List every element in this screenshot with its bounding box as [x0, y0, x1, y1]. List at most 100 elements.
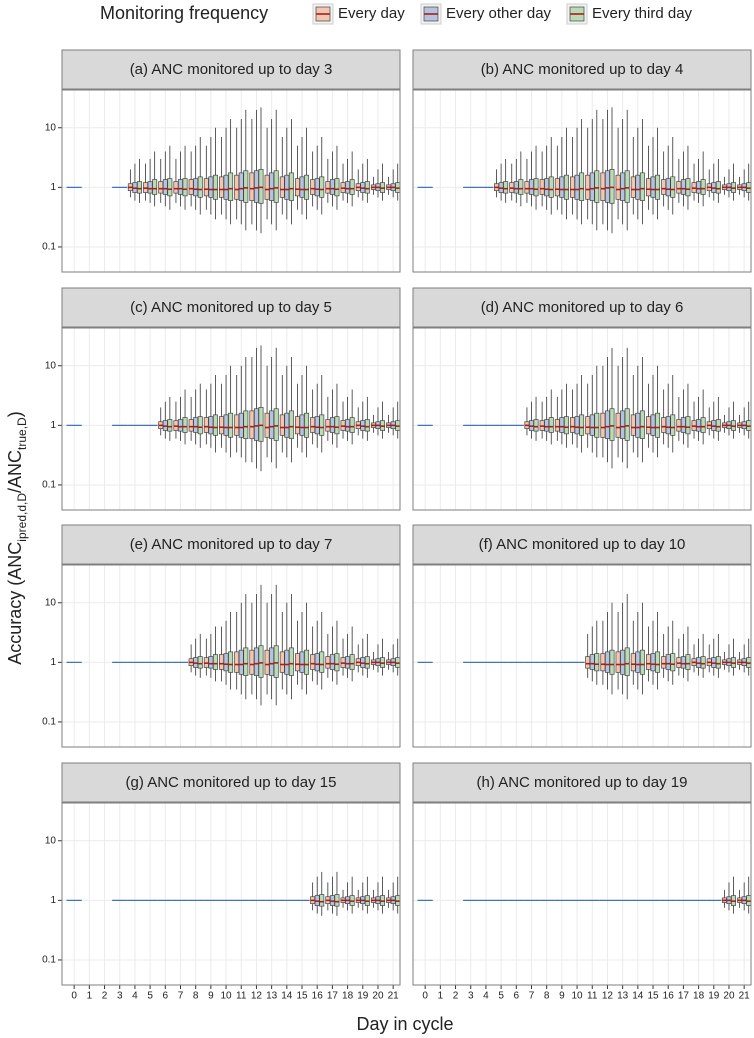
box	[349, 179, 355, 195]
box	[319, 651, 325, 673]
x-tick-label: 5	[498, 991, 504, 1002]
box	[635, 174, 641, 200]
box	[243, 410, 249, 439]
x-tick-label: 16	[663, 991, 675, 1002]
box	[152, 179, 158, 195]
box	[325, 656, 331, 669]
box	[178, 179, 183, 195]
box	[147, 181, 153, 194]
x-tick-label: 12	[251, 991, 263, 1002]
y-tick-label: 1	[50, 895, 56, 906]
box	[594, 653, 600, 672]
box	[548, 417, 554, 433]
x-tick-label: 3	[468, 991, 474, 1002]
box	[630, 176, 636, 198]
y-tick-label: 0.1	[42, 955, 56, 966]
box	[299, 176, 305, 198]
x-tick-label: 7	[529, 991, 535, 1002]
box	[696, 181, 702, 194]
facet-strip	[61, 49, 401, 90]
box	[594, 412, 600, 438]
x-tick-label: 4	[132, 991, 138, 1002]
box	[288, 647, 294, 676]
box	[208, 416, 214, 435]
box	[615, 412, 621, 438]
box	[212, 414, 218, 436]
x-tick-label: 0	[71, 991, 77, 1002]
box	[645, 654, 651, 670]
box	[234, 174, 240, 200]
box	[585, 656, 591, 669]
box	[554, 178, 560, 197]
x-axis-label: Day in cycle	[356, 1014, 453, 1034]
facet-title: (h) ANC monitored up to day 19	[477, 774, 688, 791]
box	[604, 651, 610, 673]
box	[650, 653, 656, 672]
box	[329, 654, 335, 670]
box	[665, 654, 671, 670]
box	[609, 649, 615, 675]
box	[639, 172, 645, 201]
box	[334, 894, 340, 907]
x-tick-label: 2	[102, 991, 108, 1002]
box	[329, 417, 335, 433]
box	[219, 416, 224, 435]
box	[585, 416, 591, 435]
box	[364, 419, 370, 432]
box	[700, 179, 706, 195]
box	[334, 653, 340, 672]
box	[203, 178, 209, 197]
box	[310, 654, 316, 670]
x-tick-label: 14	[281, 991, 293, 1002]
box	[609, 169, 615, 204]
y-tick-label: 0.1	[42, 242, 56, 253]
box	[294, 416, 300, 435]
box	[193, 178, 199, 197]
box	[258, 645, 264, 678]
box	[570, 176, 575, 198]
box	[544, 419, 550, 432]
box	[570, 417, 575, 433]
x-tick-label: 20	[372, 991, 384, 1002]
box	[310, 417, 316, 433]
box	[609, 408, 615, 441]
box	[364, 181, 370, 194]
y-label-subscript: true,D	[15, 417, 29, 450]
box	[273, 170, 279, 203]
box	[544, 178, 550, 197]
box	[630, 414, 636, 436]
box	[639, 649, 645, 675]
facet-strip	[61, 524, 401, 565]
box	[284, 649, 290, 675]
box	[203, 417, 209, 433]
box	[655, 174, 661, 200]
box	[299, 651, 305, 673]
box	[258, 407, 264, 442]
box	[624, 408, 630, 441]
facet-strip	[61, 287, 401, 328]
box	[579, 414, 585, 436]
box	[655, 651, 661, 673]
box	[329, 179, 335, 195]
facet-strip	[412, 287, 752, 328]
facet-title: (c) ANC monitored up to day 5	[130, 299, 332, 316]
box	[600, 412, 606, 438]
facet-title: (e) ANC monitored up to day 7	[130, 536, 333, 553]
facet-strip	[412, 762, 752, 803]
panel-border	[61, 564, 401, 748]
x-tick-label: 20	[723, 991, 735, 1002]
box	[589, 654, 595, 670]
panel-background	[412, 564, 752, 748]
facet-strip	[412, 524, 752, 565]
x-tick-label: 18	[342, 991, 354, 1002]
box	[273, 645, 279, 678]
x-tick-label: 12	[602, 991, 614, 1002]
box	[234, 414, 240, 436]
box	[253, 647, 259, 676]
box	[219, 654, 224, 670]
panel-background	[412, 802, 752, 986]
x-tick-label: 21	[739, 991, 751, 1002]
box	[219, 176, 224, 198]
y-label-part: Accuracy (ANC	[5, 542, 25, 665]
box	[243, 170, 249, 203]
